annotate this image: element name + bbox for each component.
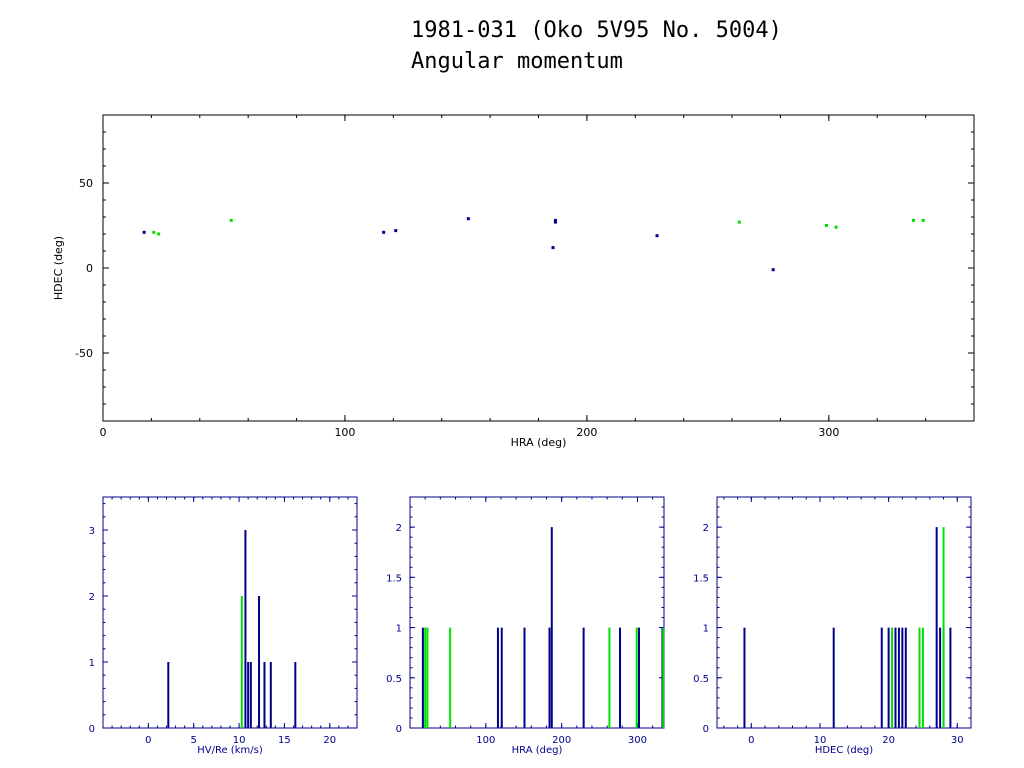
scatter-point (551, 246, 555, 250)
y-tick-label: 0 (86, 262, 93, 275)
plot-frame (409, 496, 665, 729)
y-tick-label: 0 (396, 724, 402, 735)
y-tick-label: -50 (75, 347, 93, 360)
scatter-point (152, 230, 156, 234)
scatter-point (912, 218, 916, 222)
y-tick-label: 0.5 (693, 674, 709, 685)
chart-title: 1981-031 (Oko 5V95 No. 5004) (411, 18, 782, 43)
histogram-hdec-panel: 0 10 20 30 0 0.5 1 1.5 2 HDEC (deg) (693, 496, 972, 756)
y-tick-label: 2 (89, 592, 95, 603)
x-axis-label: HV/Re (km/s) (197, 745, 263, 756)
x-tick-label: 0 (748, 735, 754, 746)
y-tick-label: 1 (89, 658, 95, 669)
scatter-point (921, 218, 925, 222)
scatter-panel: 0 100 200 300 -50 0 50 HRA (deg) HDEC (deg) (52, 114, 975, 449)
scatter-point (466, 217, 470, 221)
y-tick-label: 2 (703, 523, 709, 534)
x-tick-label: 200 (552, 735, 571, 746)
scatter-point (655, 234, 659, 238)
scatter-point (229, 218, 233, 222)
scatter-point (824, 224, 828, 227)
histogram-hra-panel: 100 200 300 0 0.5 1 1.5 2 HRA (deg) (386, 496, 665, 756)
scatter-point (394, 229, 398, 233)
x-axis-label: HRA (deg) (512, 745, 563, 756)
x-tick-label: 10 (814, 735, 827, 746)
x-axis-label: HRA (deg) (511, 436, 567, 449)
scatter-point (553, 220, 557, 224)
y-tick-label: 50 (79, 177, 93, 190)
x-tick-label: 20 (323, 735, 336, 746)
x-tick-label: 5 (191, 735, 197, 746)
y-tick-label: 1 (396, 624, 402, 635)
scatter-point (142, 230, 146, 234)
plot-frame (102, 496, 358, 729)
scatter-point (157, 232, 161, 236)
x-tick-label: 30 (951, 735, 964, 746)
x-tick-label: 15 (278, 735, 291, 746)
x-tick-label: 100 (334, 426, 355, 439)
x-tick-label: 300 (628, 735, 647, 746)
y-tick-label: 0.5 (386, 674, 402, 685)
x-tick-label: 10 (233, 735, 246, 746)
scatter-point (553, 218, 557, 222)
y-tick-label: 3 (89, 526, 95, 537)
y-tick-label: 2 (396, 523, 402, 534)
histogram-hv-panel: 0 5 10 15 20 0 1 2 3 HV/Re (km/s) (89, 496, 358, 756)
x-tick-label: 0 (100, 426, 107, 439)
scatter-point (834, 225, 838, 229)
y-tick-label: 0 (703, 724, 709, 735)
x-tick-label: 100 (476, 735, 495, 746)
x-tick-label: 20 (882, 735, 895, 746)
y-tick-label: 1 (703, 624, 709, 635)
scatter-point (382, 230, 386, 234)
y-axis-label: HDEC (deg) (52, 236, 65, 300)
chart-subtitle: Angular momentum (411, 49, 623, 74)
scatter-point (771, 268, 775, 272)
x-tick-label: 300 (818, 426, 839, 439)
x-tick-label: 200 (576, 426, 597, 439)
plot-frame (102, 114, 975, 422)
scatter-point (737, 220, 741, 224)
x-tick-label: 0 (145, 735, 151, 746)
plot-frame (716, 496, 972, 729)
x-axis-label: HDEC (deg) (815, 745, 873, 756)
y-tick-label: 1.5 (693, 573, 709, 584)
y-tick-label: 0 (89, 724, 95, 735)
y-tick-label: 1.5 (386, 573, 402, 584)
